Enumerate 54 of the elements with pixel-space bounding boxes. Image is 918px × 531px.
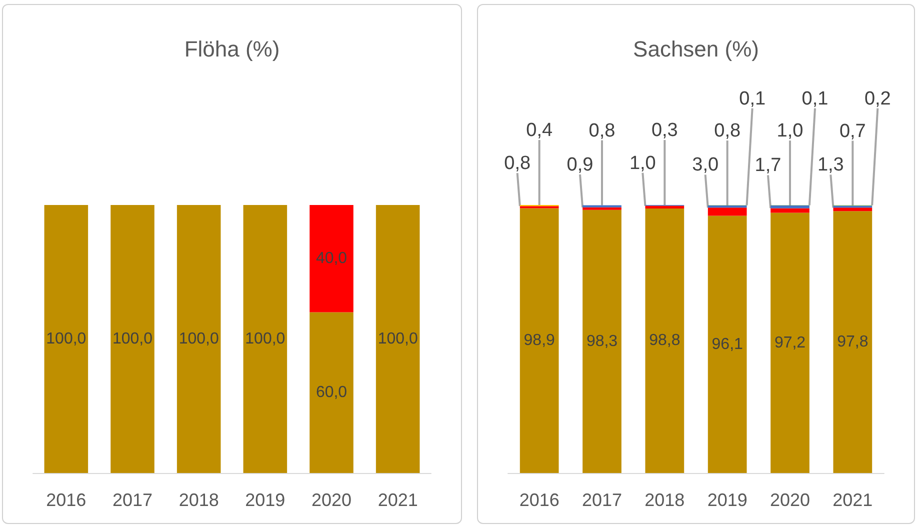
bar [582,207,622,210]
x-tick-label: 2017 [112,490,153,510]
data-label: 1,7 [754,155,782,176]
x-tick-label: 2019 [707,490,748,510]
data-label: 1,3 [817,154,844,176]
bar [582,210,622,473]
data-label: 100,0 [245,330,286,348]
data-label: 98,9 [524,332,556,350]
bar [833,211,872,473]
bar [833,208,872,212]
data-label: 3,0 [692,154,719,176]
x-tick-label: 2020 [770,490,810,510]
bar [770,212,810,473]
data-label: 0,7 [839,120,866,142]
data-label: 97,2 [774,334,806,352]
data-label: 0,8 [588,120,616,142]
bar [520,208,559,473]
x-tick-label: 2016 [46,490,86,510]
x-tick-label: 2016 [519,490,560,510]
x-tick-label: 2020 [311,490,352,510]
data-label: 100,0 [378,330,418,348]
data-label: 0,2 [864,88,891,110]
x-tick-label: 2021 [378,490,418,510]
data-label: 100,0 [46,330,86,348]
data-label: 40,0 [316,250,348,268]
bar [708,216,747,473]
data-label: 98,3 [586,332,618,350]
x-tick-label: 2017 [582,490,622,510]
data-label: 1,0 [776,120,804,142]
bar [770,206,810,208]
data-label: 98,8 [649,332,680,350]
data-label: 0,1 [739,88,766,110]
chart-title: Sachsen (%) [633,36,759,62]
data-label: 97,8 [837,334,868,351]
data-label: 96,1 [712,336,744,353]
x-tick-label: 2021 [832,490,873,510]
data-label: 0,8 [714,120,741,142]
data-label: 0,1 [802,88,828,110]
data-label: 0,4 [526,120,553,141]
x-tick-label: 2019 [245,490,286,510]
data-label: 0,8 [504,153,531,174]
data-label: 1,0 [629,152,656,174]
chart-title: Flöha (%) [184,36,280,62]
bar [645,208,684,473]
data-label: 0,3 [651,120,678,141]
data-label: 60,0 [316,384,348,402]
x-tick-label: 2018 [644,490,685,510]
data-label: 100,0 [178,330,219,348]
x-tick-label: 2018 [178,490,219,510]
data-label: 0,9 [566,154,594,176]
bar [770,208,810,213]
bar [708,208,747,216]
bar [645,206,684,208]
data-label: 100,0 [112,330,153,348]
